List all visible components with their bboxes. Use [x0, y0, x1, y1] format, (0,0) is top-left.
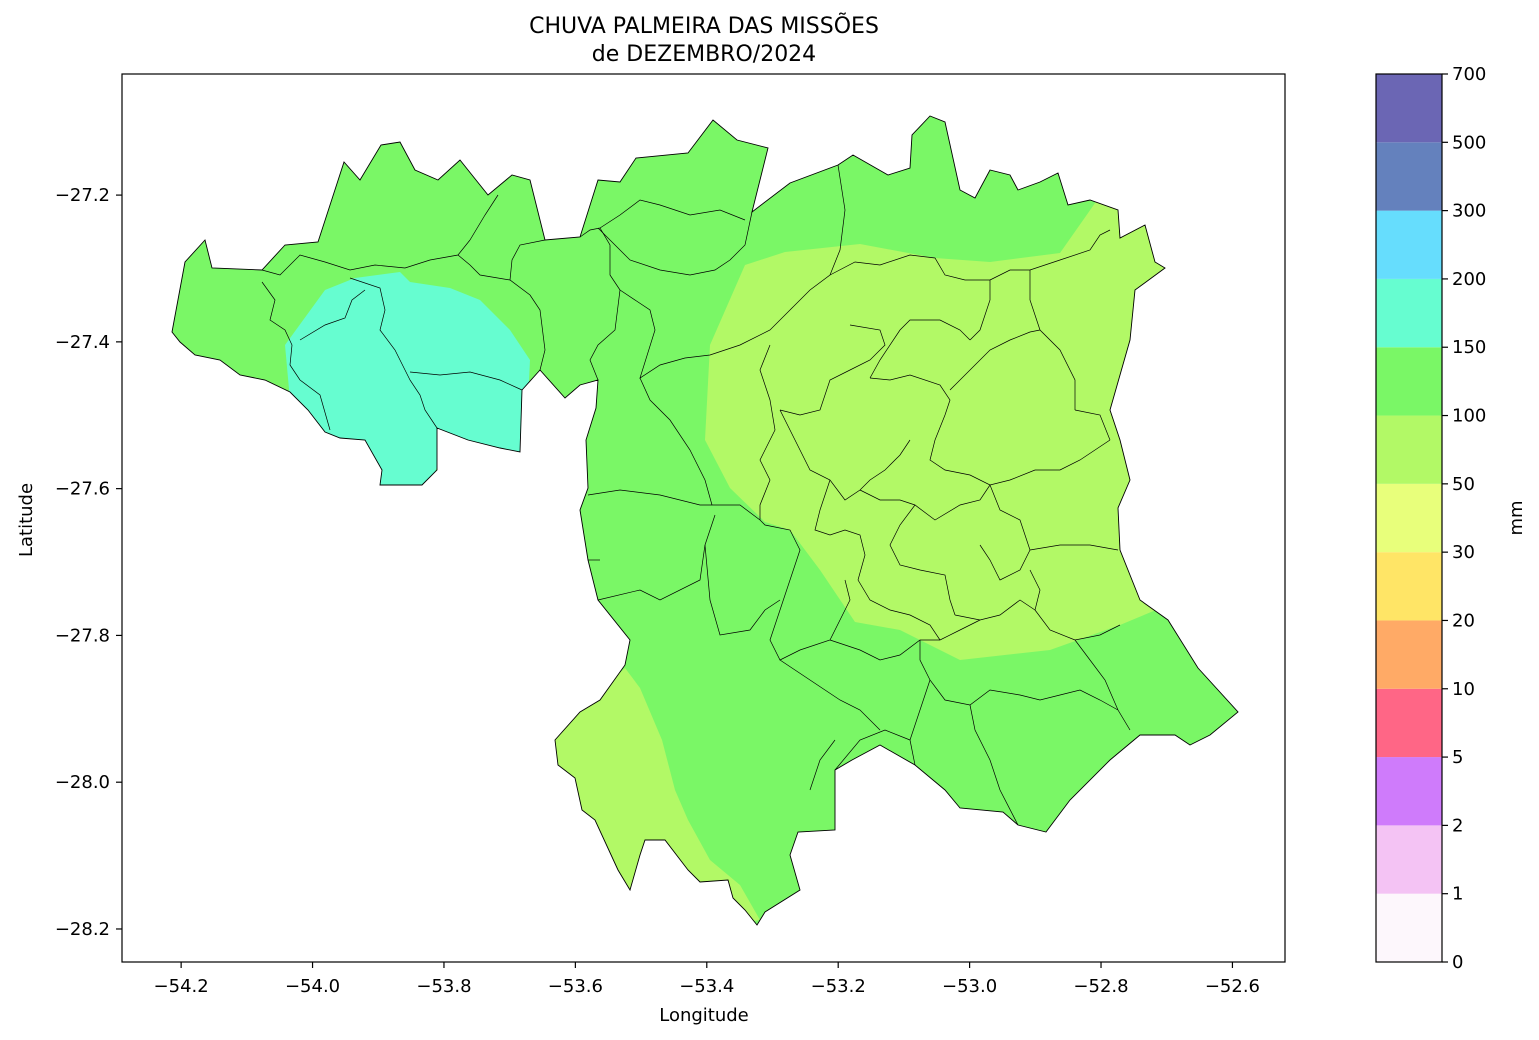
colorbar-swatch	[1376, 347, 1442, 416]
colorbar-tick-label: 700	[1452, 64, 1486, 85]
colorbar-swatch	[1376, 893, 1442, 962]
colorbar-swatch	[1376, 142, 1442, 211]
colorbar-swatch	[1376, 74, 1442, 143]
colorbar-tick-label: 1	[1452, 884, 1463, 905]
chart-title-line2: de DEZEMBRO/2024	[592, 42, 816, 67]
x-axis-ticks: −54.2 −54.0 −53.8 −53.6 −53.4 −53.2 −53.0 −52.8…	[154, 962, 1260, 997]
x-tick-label: −52.6	[1205, 976, 1260, 997]
rain-class-50-100-east	[705, 190, 1180, 660]
colorbar-swatch	[1376, 688, 1442, 758]
y-tick-label: −27.8	[55, 625, 110, 646]
colorbar-swatch	[1376, 278, 1442, 348]
y-axis-label: Latitude	[16, 483, 37, 557]
x-tick-label: −53.6	[548, 976, 603, 997]
colorbar-tick-label: 150	[1452, 337, 1486, 358]
colorbar-swatch	[1376, 825, 1442, 894]
colorbar-tick-label: 500	[1452, 132, 1486, 153]
x-tick-label: −53.2	[811, 976, 866, 997]
x-tick-label: −53.8	[416, 976, 471, 997]
axes-frame	[121, 73, 1286, 963]
colorbar-tick-label: 200	[1452, 269, 1486, 290]
x-tick-label: −54.2	[154, 976, 209, 997]
x-axis-label: Longitude	[659, 1005, 749, 1026]
municipal-boundaries	[261, 164, 1131, 826]
colorbar-tick-label: 10	[1452, 679, 1475, 700]
y-tick-label: −28.0	[55, 772, 110, 793]
colorbar-label: mm	[1506, 500, 1527, 535]
colorbar-tick-label: 50	[1452, 474, 1475, 495]
y-tick-label: −27.6	[55, 479, 110, 500]
y-tick-label: −28.2	[55, 919, 110, 940]
colorbar: 0 1 2 5 10 20 30 50 100 150 200 300 500 700	[1375, 64, 1486, 973]
x-tick-label: −52.8	[1073, 976, 1128, 997]
colorbar-swatch	[1376, 620, 1442, 689]
colorbar-frame	[1375, 73, 1443, 963]
colorbar-swatch	[1376, 483, 1442, 553]
x-tick-label: −53.0	[942, 976, 997, 997]
x-tick-label: −54.0	[285, 976, 340, 997]
y-tick-label: −27.2	[55, 185, 110, 206]
colorbar-tick-label: 30	[1452, 542, 1475, 563]
colorbar-tick-label: 100	[1452, 406, 1486, 427]
colorbar-swatch	[1376, 415, 1442, 484]
colorbar-tick-label: 5	[1452, 747, 1463, 768]
colorbar-tick-label: 2	[1452, 815, 1463, 836]
y-tick-label: −27.4	[55, 332, 110, 353]
colorbar-tick-label: 20	[1452, 610, 1475, 631]
colorbar-tick-label: 300	[1452, 201, 1486, 222]
colorbar-tick-label: 0	[1452, 952, 1463, 973]
y-axis-ticks: −27.2 −27.4 −27.6 −27.8 −28.0 −28.2	[55, 185, 122, 940]
colorbar-swatch	[1376, 210, 1442, 279]
colorbar-swatch	[1376, 552, 1442, 621]
x-tick-label: −53.4	[679, 976, 734, 997]
chart-title-line1: CHUVA PALMEIRA DAS MISSÕES	[529, 12, 879, 39]
colorbar-swatch	[1376, 757, 1442, 826]
